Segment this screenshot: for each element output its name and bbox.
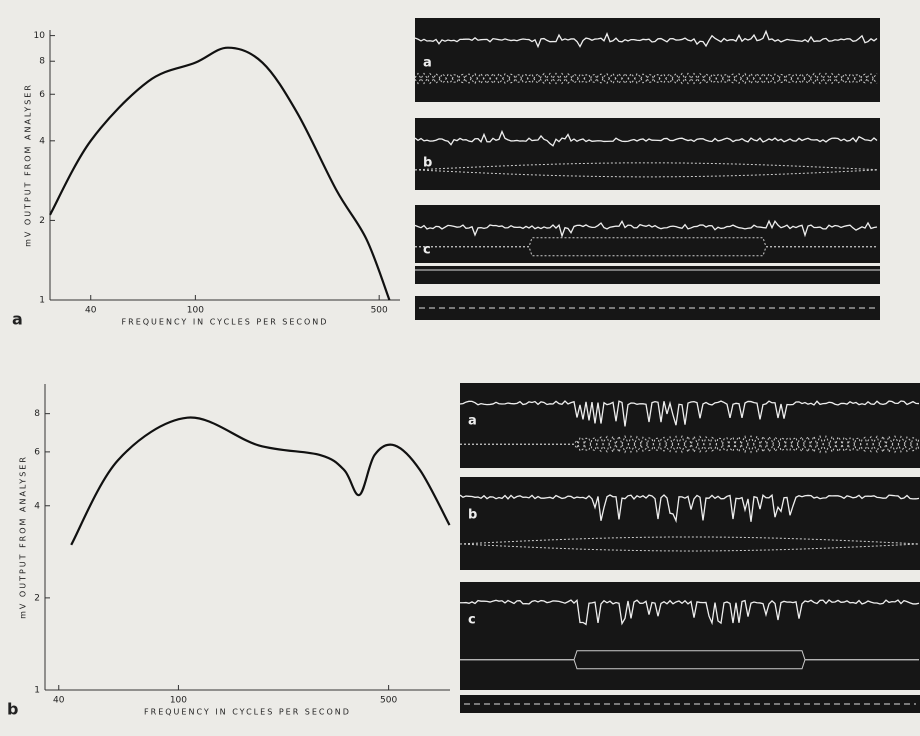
trace [414, 169, 878, 178]
y-tick-label: 2 [34, 593, 40, 603]
trace-strip [415, 118, 880, 190]
x-tick-label: 500 [380, 696, 397, 706]
y-tick-label: 1 [39, 296, 45, 306]
trace-strip [415, 18, 880, 102]
trace [414, 219, 878, 239]
trace-label: a [423, 56, 432, 71]
panel-label: a [12, 310, 23, 329]
y-axis-label: mV OUTPUT FROM ANALYSER [19, 455, 28, 619]
y-tick-label: 2 [39, 216, 45, 226]
trace [414, 29, 878, 49]
y-tick-label: 4 [39, 136, 45, 146]
trace [414, 72, 878, 85]
y-tick-label: 6 [39, 90, 45, 100]
trace [459, 543, 920, 552]
trace-strip [460, 582, 920, 690]
x-tick-label: 100 [187, 306, 204, 316]
trace [459, 493, 920, 524]
panel-label: b [7, 700, 18, 719]
y-tick-label: 8 [39, 57, 45, 67]
trace [415, 246, 877, 257]
trace [414, 162, 878, 171]
x-axis-label: FREQUENCY IN CYCLES PER SECOND [122, 318, 329, 327]
x-axis-label: FREQUENCY IN CYCLES PER SECOND [144, 708, 351, 717]
y-axis-label: mV OUTPUT FROM ANALYSER [24, 83, 33, 247]
trace-strip [415, 266, 880, 284]
y-tick-label: 6 [34, 447, 40, 457]
curve [70, 416, 451, 546]
trace-strip [460, 383, 920, 468]
trace [459, 400, 920, 427]
x-tick-label: 40 [53, 696, 65, 706]
trace [414, 129, 878, 147]
trace-strip [460, 477, 920, 570]
x-tick-label: 100 [170, 696, 187, 706]
trace [459, 598, 920, 626]
trace-strip [415, 205, 880, 263]
trace [460, 434, 920, 454]
trace-label: b [423, 156, 432, 171]
trace [460, 659, 919, 670]
y-tick-label: 4 [34, 501, 40, 511]
trace-label: b [468, 508, 477, 523]
x-tick-label: 500 [371, 306, 388, 316]
trace [459, 536, 920, 545]
y-tick-label: 10 [34, 31, 46, 41]
trace-label: c [468, 613, 476, 628]
y-tick-label: 1 [34, 686, 40, 696]
y-tick-label: 8 [34, 409, 40, 419]
trace-label: a [468, 414, 477, 429]
trace [414, 72, 878, 85]
x-tick-label: 40 [85, 306, 97, 316]
trace-label: c [423, 243, 431, 258]
curve [49, 46, 391, 301]
